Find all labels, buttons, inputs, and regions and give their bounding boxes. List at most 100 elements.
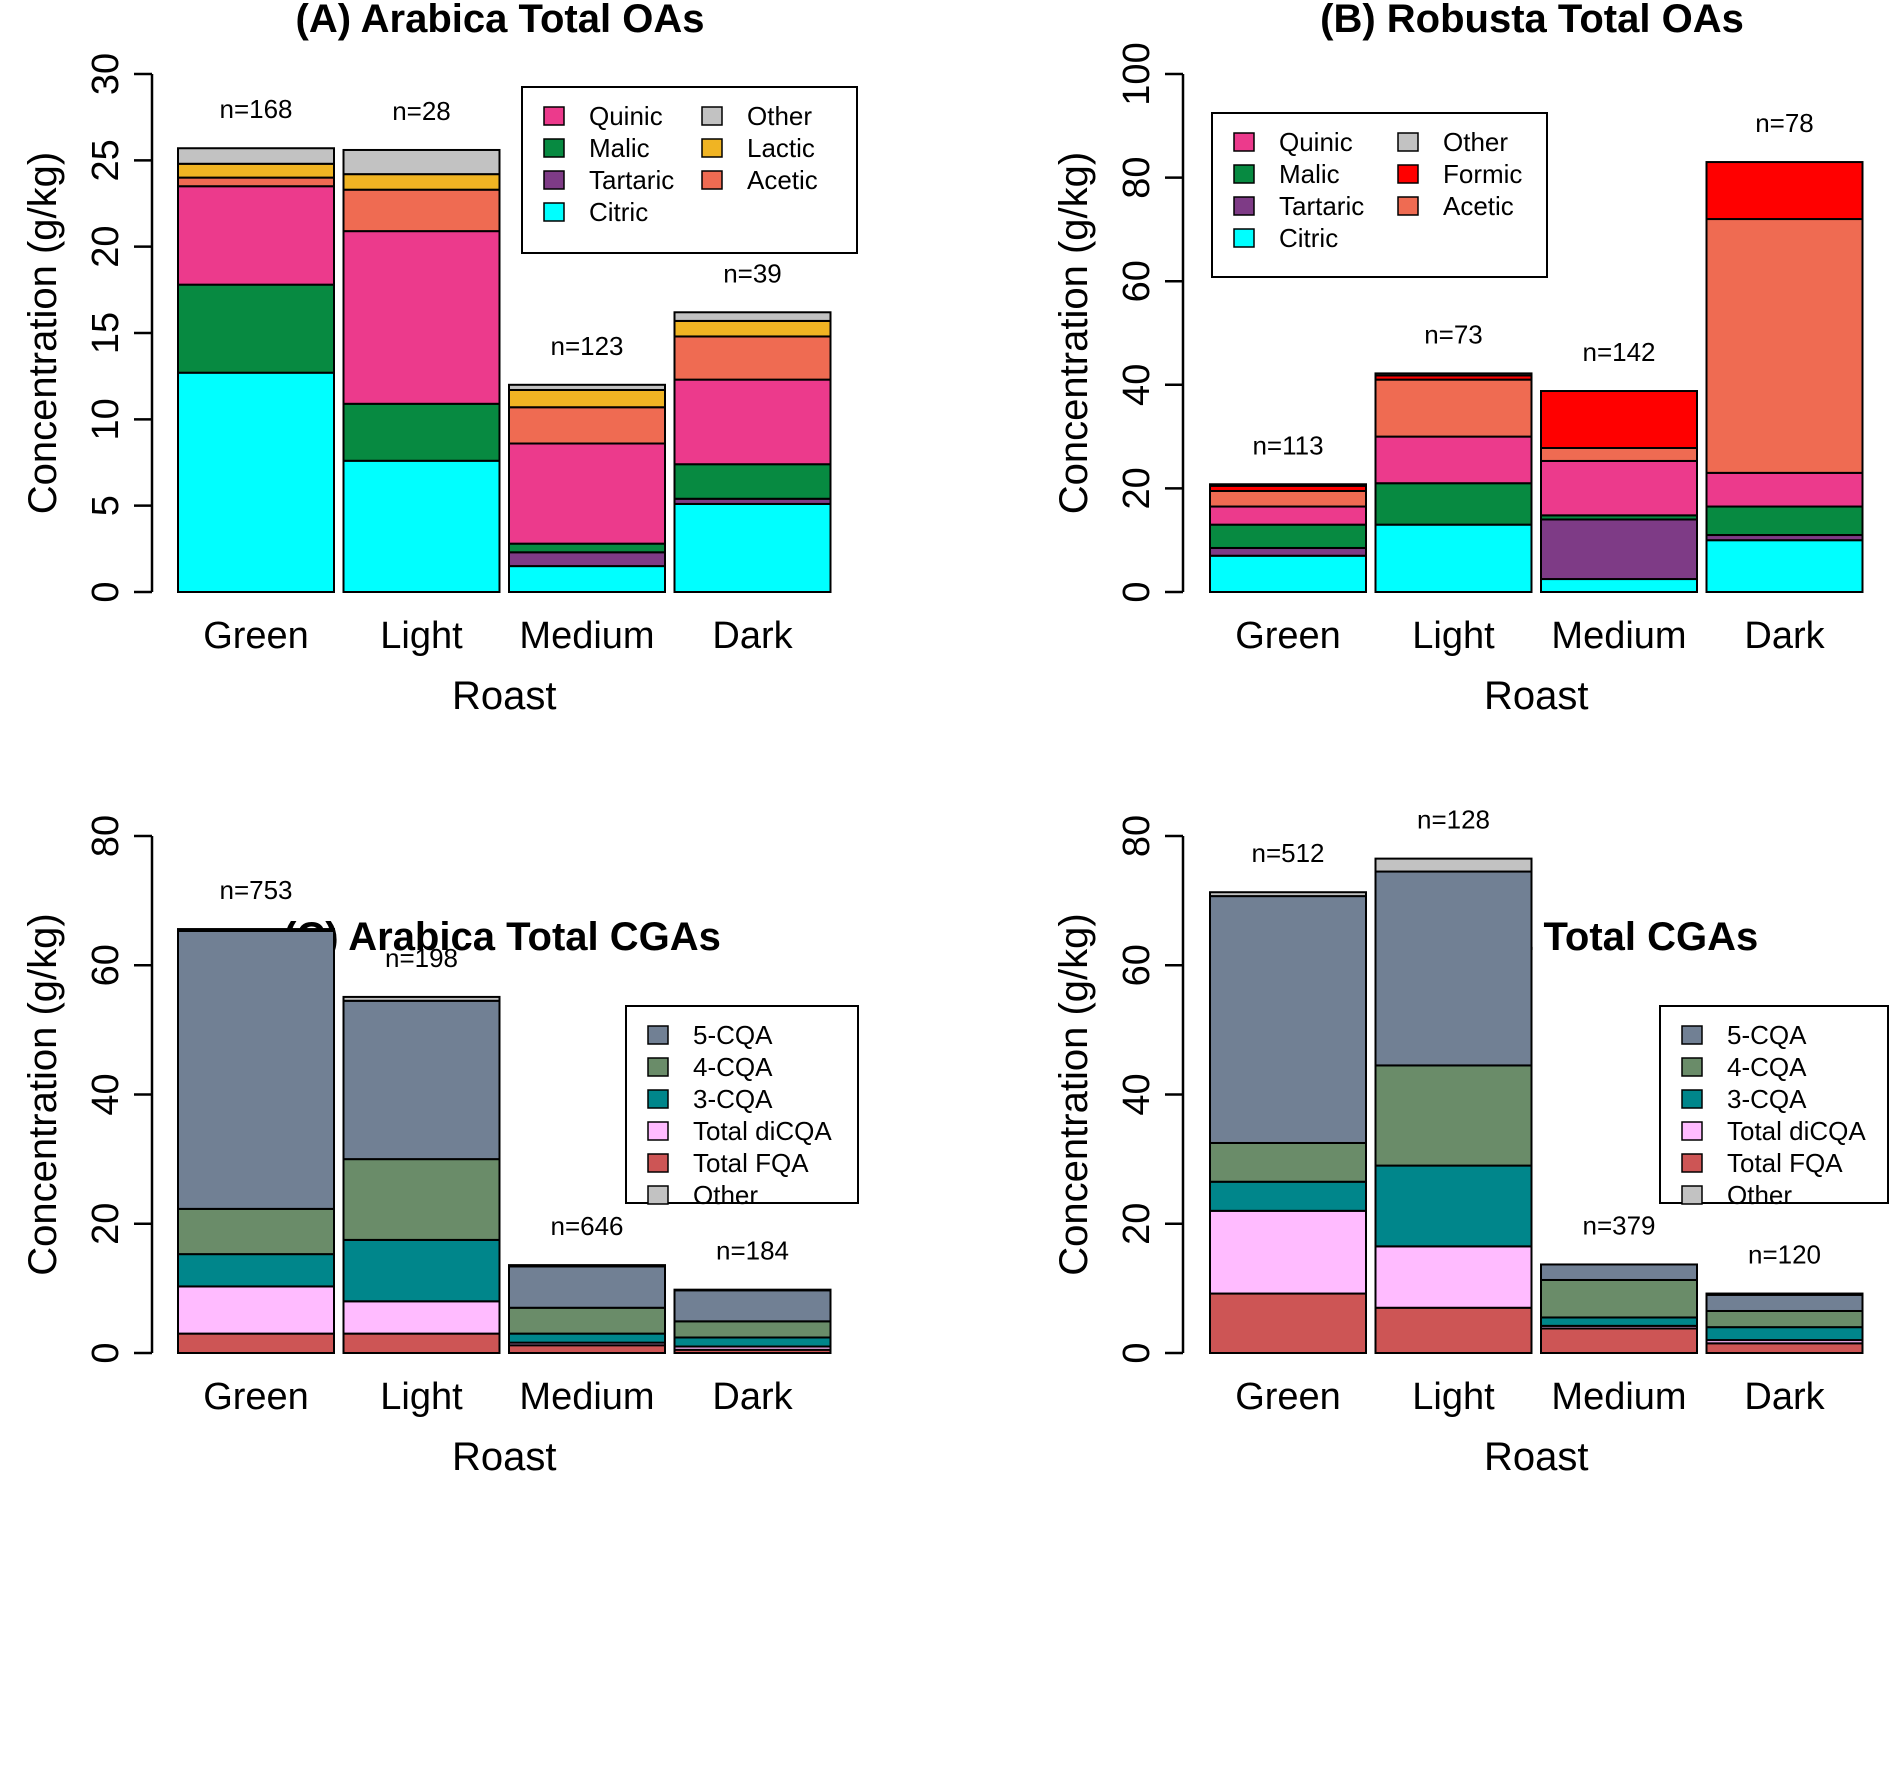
bar-segment-total-fqa bbox=[1374, 1306, 1533, 1354]
bar-segment-citric bbox=[673, 502, 832, 593]
bar-segment-quinic bbox=[1209, 505, 1367, 526]
legend-label: Other bbox=[1727, 1180, 1792, 1210]
bar-segment-other bbox=[177, 928, 335, 932]
bar-segment-total-dicqa bbox=[1374, 1245, 1533, 1309]
legend-swatch-other bbox=[1397, 132, 1419, 152]
chart-title: (C) Arabica Total CGAs bbox=[283, 915, 721, 959]
sample-count-label: n=73 bbox=[1424, 319, 1483, 349]
y-tick-label: 10 bbox=[85, 398, 127, 440]
y-tick-label: 80 bbox=[85, 815, 127, 857]
bar-stack-light bbox=[1374, 372, 1533, 593]
y-tick-label: 60 bbox=[85, 944, 127, 986]
bar-segment-3-cqa bbox=[1374, 1164, 1533, 1248]
legend-swatch-quinic bbox=[543, 106, 565, 126]
legend-swatch-quinic bbox=[1233, 132, 1255, 152]
chart-panel-2: (B) Robusta Total OAs 0 20 40 60 80 100 Concent… bbox=[1052, 0, 1864, 718]
legend-label: Acetic bbox=[1443, 191, 1514, 221]
bar-segment-quinic bbox=[508, 442, 666, 545]
bar-segment-citric bbox=[342, 459, 501, 594]
x-tick-label: Green bbox=[203, 1376, 309, 1418]
bar-segment-quinic bbox=[342, 230, 501, 405]
legend-box bbox=[1211, 112, 1548, 278]
bar-stack-light bbox=[342, 148, 501, 594]
bar-segment-other bbox=[342, 148, 501, 176]
bar-segment-citric bbox=[1540, 578, 1698, 593]
legend-swatch-other bbox=[701, 106, 723, 126]
bar-segment-quinic bbox=[177, 185, 335, 286]
sample-count-label: n=78 bbox=[1755, 108, 1814, 138]
bar-stack-dark bbox=[1705, 161, 1864, 594]
y-tick-label: 0 bbox=[85, 581, 127, 602]
legend-label: Acetic bbox=[747, 165, 818, 195]
y-tick-label: 40 bbox=[85, 1073, 127, 1115]
bar-segment-total-fqa bbox=[1540, 1327, 1698, 1355]
legend-label: 4-CQA bbox=[693, 1052, 773, 1082]
y-tick-label: 40 bbox=[1116, 364, 1158, 406]
sample-count-label: n=646 bbox=[550, 1211, 623, 1241]
bar-stack-light bbox=[342, 995, 501, 1355]
x-tick-label: Medium bbox=[519, 615, 654, 657]
legend-label: Total diCQA bbox=[693, 1116, 832, 1146]
legend-label: 4-CQA bbox=[1727, 1052, 1807, 1082]
bar-segment-formic bbox=[1540, 390, 1698, 449]
bar-segment-quinic bbox=[1540, 459, 1698, 517]
legend-swatch-other bbox=[1681, 1185, 1703, 1205]
bar-segment-4-cqa bbox=[508, 1306, 666, 1335]
legend-label: 3-CQA bbox=[1727, 1084, 1807, 1114]
chart-title: (B) Robusta Total OAs bbox=[1320, 0, 1744, 41]
bar-segment-acetic bbox=[1540, 446, 1698, 462]
bar-segment-total-dicqa bbox=[177, 1285, 335, 1335]
legend-label: Total FQA bbox=[693, 1148, 809, 1178]
x-tick-label: Dark bbox=[712, 615, 793, 657]
x-axis-title: Roast bbox=[452, 674, 557, 718]
bar-stack-green bbox=[1209, 483, 1367, 593]
sample-count-label: n=168 bbox=[219, 94, 292, 124]
bar-stack-light bbox=[1374, 857, 1533, 1354]
sample-count-label: n=128 bbox=[1417, 805, 1490, 835]
bar-segment-other bbox=[1209, 483, 1367, 487]
legend-swatch-lactic bbox=[701, 138, 723, 158]
bar-segment-malic bbox=[673, 463, 832, 500]
x-axis-title: Roast bbox=[1484, 1435, 1589, 1479]
legend-label: Quinic bbox=[589, 101, 663, 131]
bar-segment-malic bbox=[1705, 505, 1864, 537]
bar-segment-5-cqa bbox=[1209, 895, 1367, 1144]
x-tick-label: Medium bbox=[1551, 615, 1686, 657]
sample-count-label: n=120 bbox=[1748, 1240, 1821, 1270]
bar-stack-medium bbox=[508, 1264, 666, 1354]
legend-label: Other bbox=[1443, 127, 1508, 157]
y-axis-title: Concentration (g/kg) bbox=[21, 152, 65, 514]
x-tick-label: Green bbox=[1235, 615, 1341, 657]
sample-count-label: n=512 bbox=[1251, 838, 1324, 868]
legend-swatch-5-cqa bbox=[1681, 1025, 1703, 1045]
bar-segment-citric bbox=[508, 565, 666, 593]
bar-segment-5-cqa bbox=[342, 999, 501, 1161]
bar-segment-4-cqa bbox=[342, 1158, 501, 1241]
bar-segment-quinic bbox=[1374, 435, 1533, 485]
chart-panel-1: (A) Arabica Total OAs 0 5 10 15 20 25 30 Concent… bbox=[21, 0, 858, 718]
legend-swatch-acetic bbox=[701, 170, 723, 190]
legend-swatch-tartaric bbox=[1233, 196, 1255, 216]
x-axis-title: Roast bbox=[1484, 674, 1589, 718]
bar-segment-5-cqa bbox=[177, 929, 335, 1210]
bar-segment-other bbox=[1374, 857, 1533, 873]
legend-swatch-4-cqa bbox=[1681, 1057, 1703, 1077]
bar-segment-lactic bbox=[508, 388, 666, 409]
sample-count-label: n=123 bbox=[550, 331, 623, 361]
legend-swatch-citric bbox=[543, 202, 565, 222]
y-tick-label: 15 bbox=[85, 312, 127, 354]
legend-swatch-total-dicqa bbox=[1681, 1121, 1703, 1141]
bar-segment-4-cqa bbox=[1374, 1064, 1533, 1167]
legend-label: Malic bbox=[589, 133, 650, 163]
x-tick-label: Dark bbox=[1744, 1376, 1825, 1418]
bar-segment-acetic bbox=[673, 335, 832, 381]
legend-label: Other bbox=[747, 101, 812, 131]
bar-segment-3-cqa bbox=[1209, 1180, 1367, 1212]
bar-segment-total-fqa bbox=[508, 1344, 666, 1354]
y-tick-label: 80 bbox=[1116, 156, 1158, 198]
bar-segment-3-cqa bbox=[1540, 1316, 1698, 1327]
sample-count-label: n=28 bbox=[392, 96, 451, 126]
